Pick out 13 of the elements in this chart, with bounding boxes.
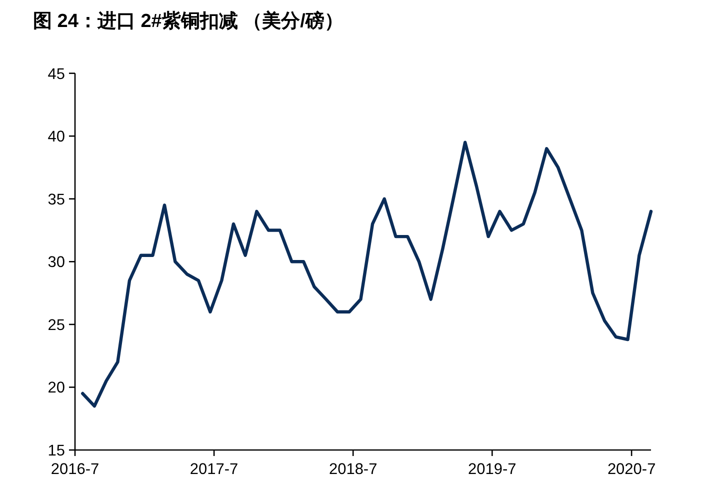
- x-tick-label: 2016-7: [50, 461, 100, 478]
- y-tick-label: 40: [48, 128, 66, 146]
- y-tick-label: 35: [48, 191, 65, 208]
- y-tick-label: 15: [48, 442, 65, 460]
- y-tick-label: 20: [48, 380, 66, 397]
- y-tick-label: 45: [48, 66, 65, 83]
- x-tick-label: 2017-7: [190, 461, 238, 478]
- x-tick-label: 2018-7: [328, 461, 378, 478]
- x-tick-label: 2020-7: [607, 461, 656, 478]
- x-tick-label: 2019-7: [468, 461, 516, 478]
- title: 图 24：进口 2#紫铜扣减 （美分/磅）: [33, 11, 344, 32]
- y-tick-label: 30: [48, 254, 66, 272]
- y-tick-label: 25: [48, 316, 65, 334]
